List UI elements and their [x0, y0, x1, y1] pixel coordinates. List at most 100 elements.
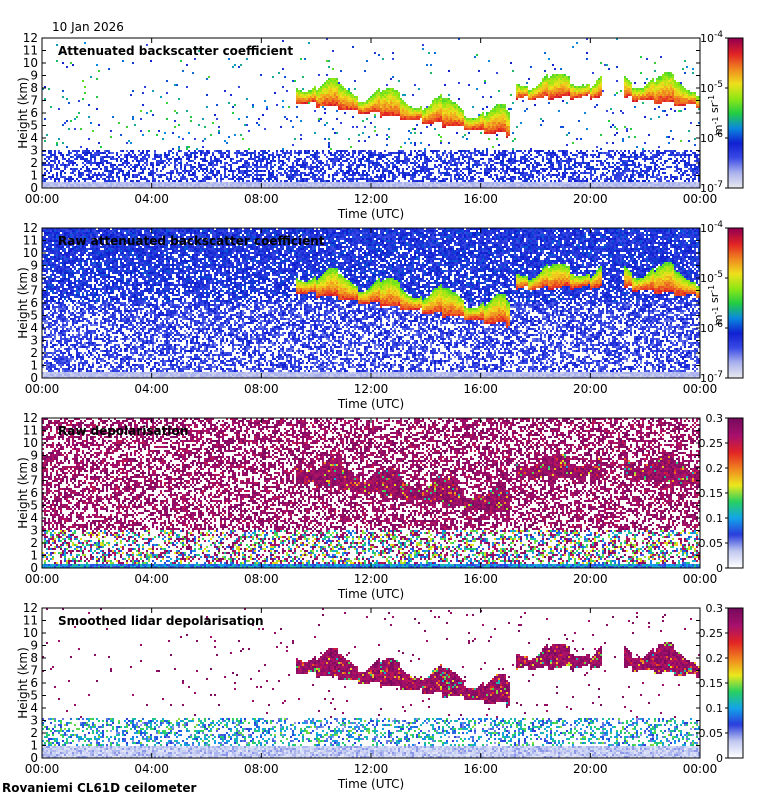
y-tick-label: 12	[23, 31, 38, 45]
x-tick-label: 00:00	[25, 382, 60, 396]
colorbar-3: 0 0.05 0.1 0.15 0.2 0.25 0.3	[699, 412, 744, 575]
x-tick-label: 00:00	[25, 192, 60, 206]
y-tick-label: 4	[30, 131, 38, 145]
x-tick-label: 08:00	[244, 572, 279, 586]
colorbar-tick-label: 0.05	[699, 727, 724, 740]
colorbar-tick-label: 0.25	[699, 437, 724, 450]
y-tick-label: 8	[30, 81, 38, 95]
y-tick-label: 12	[23, 411, 38, 425]
colorbar-tick-label: 10-5	[700, 270, 723, 285]
y-tick-label: 0	[30, 751, 38, 765]
y-tick-label: 7	[30, 94, 38, 108]
y-tick-label: 5	[30, 119, 38, 133]
x-tick-label: 08:00	[244, 762, 279, 776]
y-tick-label: 1	[30, 549, 38, 563]
colorbar-tick-label: 10-4	[700, 30, 723, 45]
y-tick-label: 0	[30, 181, 38, 195]
x-tick-label: 04:00	[134, 572, 169, 586]
y-tick-label: 11	[23, 424, 38, 438]
y-tick-label: 8	[30, 271, 38, 285]
y-tick-label: 4	[30, 321, 38, 335]
y-tick-label: 3	[30, 524, 38, 538]
y-axis-label: Height (km)	[16, 77, 30, 148]
date-label: 10 Jan 2026	[52, 20, 124, 34]
y-tick-label: 9	[30, 259, 38, 273]
y-axis-label: Height (km)	[16, 457, 30, 528]
heatmap-2	[42, 228, 700, 378]
y-tick-label: 0	[30, 371, 38, 385]
x-tick-label: 20:00	[573, 192, 608, 206]
colorbar-tick-label: 10-5	[700, 80, 723, 95]
x-tick-label: 20:00	[573, 382, 608, 396]
y-tick-label: 11	[23, 234, 38, 248]
heatmap-3	[42, 418, 700, 568]
colorbar-tick-label: 0.2	[706, 652, 724, 665]
y-tick-label: 2	[30, 726, 38, 740]
x-tick-label: 16:00	[463, 382, 498, 396]
heatmap-1	[42, 38, 700, 188]
x-tick-label: 00:00	[25, 762, 60, 776]
colorbar-tick-label: 0.1	[706, 702, 724, 715]
x-axis-label: Time (UTC)	[337, 397, 404, 411]
y-tick-label: 11	[23, 614, 38, 628]
colorbar-2: 10-7 10-6 10-5 10-4 m-1 sr-1	[700, 220, 744, 385]
y-tick-label: 3	[30, 334, 38, 348]
panel-title: Raw attenuated backscatter coefficient	[58, 234, 325, 248]
x-axis-label: Time (UTC)	[337, 777, 404, 791]
colorbar-tick-label: 10-7	[700, 370, 723, 385]
x-tick-label: 16:00	[463, 192, 498, 206]
x-tick-label: 00:00	[683, 382, 718, 396]
y-tick-label: 2	[30, 156, 38, 170]
panel-title: Raw depolarisation	[58, 424, 188, 438]
colorbar-tick-label: 0.1	[706, 512, 724, 525]
x-tick-label: 08:00	[244, 382, 279, 396]
station-label: Rovaniemi CL61D ceilometer	[2, 781, 197, 795]
colorbar-tick-label: 0.3	[706, 602, 724, 615]
colorbar-frame	[727, 227, 744, 379]
x-tick-label: 04:00	[134, 192, 169, 206]
y-tick-label: 1	[30, 169, 38, 183]
y-tick-label: 10	[23, 436, 38, 450]
y-tick-label: 10	[23, 626, 38, 640]
y-tick-label: 7	[30, 664, 38, 678]
x-tick-label: 12:00	[354, 572, 389, 586]
colorbar-tick-label: 0.25	[699, 627, 724, 640]
colorbar-tick-label: 0.05	[699, 537, 724, 550]
y-tick-label: 10	[23, 246, 38, 260]
x-tick-label: 12:00	[354, 762, 389, 776]
colorbar-tick-label: 0.3	[706, 412, 724, 425]
colorbar-tick-label: 10-6	[700, 320, 723, 335]
colorbar-tick-label: 10-7	[700, 180, 723, 195]
x-tick-label: 20:00	[573, 572, 608, 586]
y-tick-label: 1	[30, 739, 38, 753]
x-tick-label: 12:00	[354, 382, 389, 396]
y-tick-label: 12	[23, 221, 38, 235]
colorbar-unit-label: m-1 sr-1	[707, 285, 725, 325]
x-tick-label: 20:00	[573, 762, 608, 776]
y-tick-label: 5	[30, 309, 38, 323]
x-tick-label: 00:00	[683, 762, 718, 776]
y-tick-label: 3	[30, 714, 38, 728]
y-tick-label: 9	[30, 69, 38, 83]
x-tick-label: 16:00	[463, 572, 498, 586]
y-tick-label: 6	[30, 486, 38, 500]
x-tick-label: 04:00	[134, 762, 169, 776]
colorbar-tick-label: 0	[716, 562, 723, 575]
y-tick-label: 5	[30, 499, 38, 513]
colorbar-frame	[727, 37, 744, 189]
y-tick-label: 10	[23, 56, 38, 70]
y-tick-label: 7	[30, 474, 38, 488]
y-tick-label: 4	[30, 511, 38, 525]
y-tick-label: 4	[30, 701, 38, 715]
colorbar-tick-label: 10-6	[700, 130, 723, 145]
y-tick-label: 12	[23, 601, 38, 615]
panel-title: Smoothed lidar depolarisation	[58, 614, 264, 628]
colorbar-tick-label: 0.15	[699, 677, 724, 690]
y-tick-label: 9	[30, 639, 38, 653]
x-axis-label: Time (UTC)	[337, 587, 404, 601]
heatmap-4	[42, 608, 700, 758]
y-tick-label: 8	[30, 461, 38, 475]
